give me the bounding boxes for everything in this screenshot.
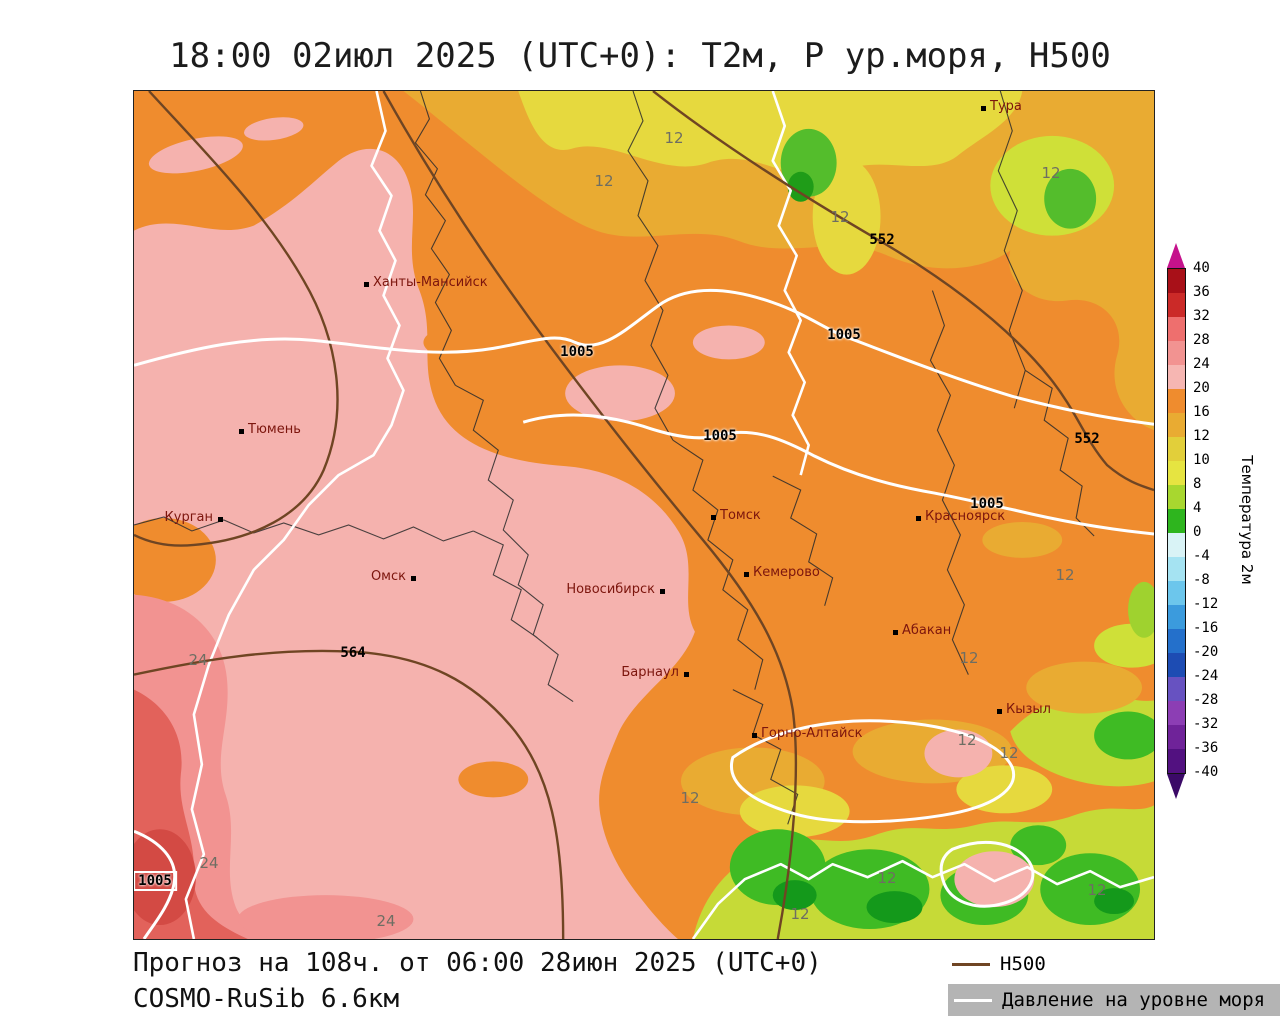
colorbar-band-24..28 bbox=[1168, 341, 1185, 365]
colorbar-band-4..8 bbox=[1168, 485, 1185, 509]
colorbar-tick-label: 8 bbox=[1193, 476, 1202, 492]
colorbar-tick-label: 12 bbox=[1193, 428, 1210, 444]
colorbar-tick-label: 20 bbox=[1193, 380, 1210, 396]
legend-h500: H500 bbox=[952, 951, 1046, 977]
colorbar-band--8..-4 bbox=[1168, 557, 1185, 581]
colorbar-band--20..-16 bbox=[1168, 629, 1185, 653]
forecast-map: Тура Ханты-Мансийск Тюмень Курган Омск Новоси… bbox=[133, 90, 1155, 940]
h500-isolines bbox=[134, 91, 1154, 939]
colorbar-tick-label: -16 bbox=[1193, 620, 1219, 636]
temperature-colorbar bbox=[1167, 268, 1186, 774]
pressure-line-sample bbox=[954, 998, 992, 1002]
page-title: 18:00 02июл 2025 (UTC+0): Т2м, P ур.моря… bbox=[169, 36, 1111, 76]
colorbar-band-10..12 bbox=[1168, 437, 1185, 461]
colorbar-tick-label: -28 bbox=[1193, 692, 1219, 708]
colorbar-tick-label: 0 bbox=[1193, 524, 1202, 540]
colorbar-tick-label: -8 bbox=[1193, 572, 1210, 588]
colorbar-band-8..10 bbox=[1168, 461, 1185, 485]
colorbar-band-0..4 bbox=[1168, 509, 1185, 533]
colorbar-band--24..-20 bbox=[1168, 653, 1185, 677]
colorbar-tick-label: -20 bbox=[1193, 644, 1219, 660]
colorbar-tick-label: -12 bbox=[1193, 596, 1219, 612]
colorbar-tick-label: 36 bbox=[1193, 284, 1210, 300]
colorbar-band-32..36 bbox=[1168, 293, 1185, 317]
colorbar-band-28..32 bbox=[1168, 317, 1185, 341]
colorbar-band--36..-32 bbox=[1168, 725, 1185, 749]
national-borders bbox=[184, 91, 1154, 939]
colorbar-arrow-up bbox=[1167, 243, 1185, 268]
colorbar-band--32..-28 bbox=[1168, 701, 1185, 725]
colorbar-title: Температура 2м bbox=[1238, 455, 1256, 585]
colorbar-tick-label: 32 bbox=[1193, 308, 1210, 324]
colorbar-band--16..-12 bbox=[1168, 605, 1185, 629]
colorbar-band-36..40 bbox=[1168, 269, 1185, 293]
colorbar-band--28..-24 bbox=[1168, 677, 1185, 701]
colorbar-arrow-down bbox=[1167, 774, 1185, 799]
colorbar-band-16..20 bbox=[1168, 389, 1185, 413]
temperature-field bbox=[134, 91, 1154, 939]
colorbar-ticks: 40 36 32 28 24 20 16 12 10 8 4 0 -4 -8 -12 -16 -20 -24 -28… bbox=[1193, 260, 1243, 780]
h500-line-sample bbox=[952, 962, 990, 966]
colorbar-tick-label: -36 bbox=[1193, 740, 1219, 756]
colorbar-tick-label: -4 bbox=[1193, 548, 1210, 564]
temperature-field-svg bbox=[134, 91, 1154, 939]
pressure-isolines bbox=[134, 288, 1154, 939]
legend-h500-label: H500 bbox=[1000, 953, 1046, 975]
colorbar-band--4..0 bbox=[1168, 533, 1185, 557]
legend-pressure: Давление на уровне моря bbox=[948, 984, 1280, 1016]
colorbar-band--12..-8 bbox=[1168, 581, 1185, 605]
colorbar-tick-label: 16 bbox=[1193, 404, 1210, 420]
model-info-line: COSMO-RuSib 6.6км bbox=[133, 984, 400, 1014]
colorbar-tick-label: 10 bbox=[1193, 452, 1210, 468]
colorbar-tick-label: -24 bbox=[1193, 668, 1219, 684]
colorbar-band-12..16 bbox=[1168, 413, 1185, 437]
admin-borders bbox=[134, 91, 1095, 825]
colorbar-tick-label: 40 bbox=[1193, 260, 1210, 276]
colorbar-tick-label: 28 bbox=[1193, 332, 1210, 348]
colorbar-tick-label: -32 bbox=[1193, 716, 1219, 732]
forecast-info-line: Прогноз на 108ч. от 06:00 28июн 2025 (UT… bbox=[133, 948, 822, 978]
colorbar-tick-label: -40 bbox=[1193, 764, 1219, 780]
colorbar-band-20..24 bbox=[1168, 365, 1185, 389]
colorbar-tick-label: 24 bbox=[1193, 356, 1210, 372]
colorbar-band--40..-36 bbox=[1168, 749, 1185, 773]
colorbar-tick-label: 4 bbox=[1193, 500, 1202, 516]
legend-pressure-label: Давление на уровне моря bbox=[1002, 989, 1266, 1011]
